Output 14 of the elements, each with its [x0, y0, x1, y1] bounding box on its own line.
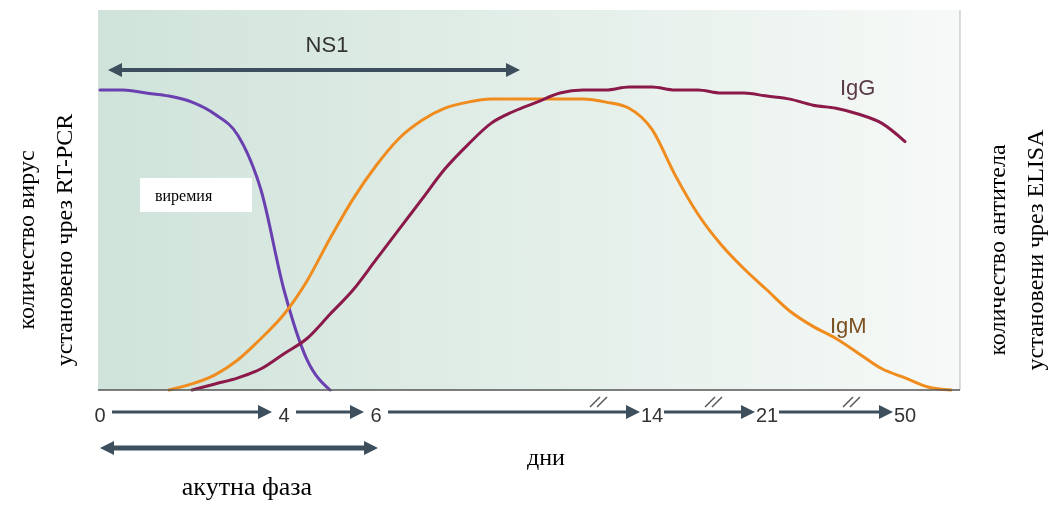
y-axis-title: количество вирус установено чрез RT-PCR — [13, 113, 77, 367]
x-tick-label: 6 — [370, 404, 382, 426]
text: NS1 — [305, 32, 349, 57]
x-tick-label: 50 — [893, 404, 917, 426]
x-tick-label: 0 — [94, 404, 106, 426]
text: акутна фаза — [181, 472, 313, 501]
y2-axis-title: количество антитела установени чрез ELISA — [984, 128, 1048, 371]
x-axis-title: дни — [527, 444, 566, 470]
x-tick-label: 21 — [755, 404, 779, 426]
x-tick-label: 4 — [278, 404, 290, 426]
annotation: IgG — [840, 75, 876, 100]
x-tick-label: 14 — [640, 404, 664, 426]
annotation: виремия — [155, 187, 213, 205]
annotation: IgM — [830, 313, 867, 338]
